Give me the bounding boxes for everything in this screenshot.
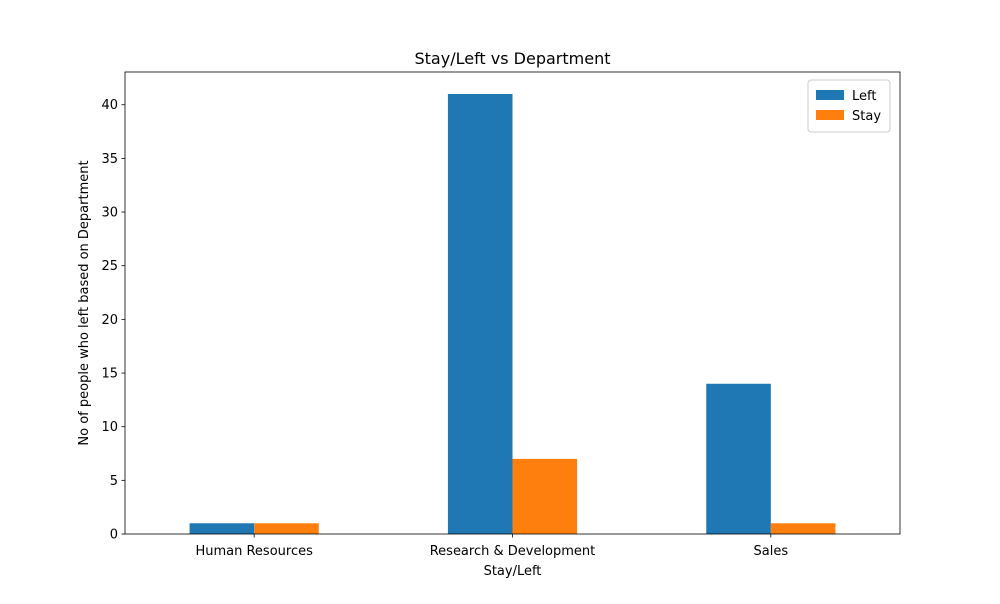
x-tick-label: Research & Development bbox=[430, 544, 596, 559]
y-tick-label: 5 bbox=[110, 474, 118, 489]
y-tick-label: 30 bbox=[101, 206, 118, 221]
legend-swatch-stay bbox=[816, 110, 844, 120]
y-tick-label: 0 bbox=[110, 528, 118, 543]
y-tick-label: 25 bbox=[101, 259, 118, 274]
x-tick-label: Sales bbox=[754, 544, 789, 559]
bar-left-human-resources bbox=[189, 523, 255, 534]
x-axis-label: Stay/Left bbox=[484, 564, 542, 579]
legend: Left Stay bbox=[807, 79, 891, 133]
y-axis-label: No of people who left based on Departmen… bbox=[77, 160, 92, 445]
bar-stay-human-resources bbox=[254, 523, 319, 534]
chart-title: Stay/Left vs Department bbox=[415, 49, 611, 68]
bar-left-sales bbox=[706, 383, 771, 534]
legend-label-stay: Stay bbox=[852, 109, 881, 124]
y-tick-label: 10 bbox=[101, 420, 118, 435]
legend-frame bbox=[807, 79, 891, 133]
x-tick-label: Human Resources bbox=[195, 544, 313, 559]
y-tick-label: 40 bbox=[101, 98, 118, 113]
bar-stay-sales bbox=[770, 523, 836, 534]
legend-label-left: Left bbox=[852, 89, 876, 104]
y-tick-label: 15 bbox=[101, 367, 118, 382]
legend-swatch-left bbox=[816, 90, 844, 100]
y-tick-label: 35 bbox=[101, 152, 118, 167]
bar-left-research-development bbox=[447, 94, 513, 534]
y-tick-label: 20 bbox=[101, 313, 118, 328]
plot-area: 0 5 10 15 20 25 30 35 40 Human Resources Research … bbox=[101, 71, 901, 559]
bar-stay-research-development bbox=[512, 458, 578, 534]
